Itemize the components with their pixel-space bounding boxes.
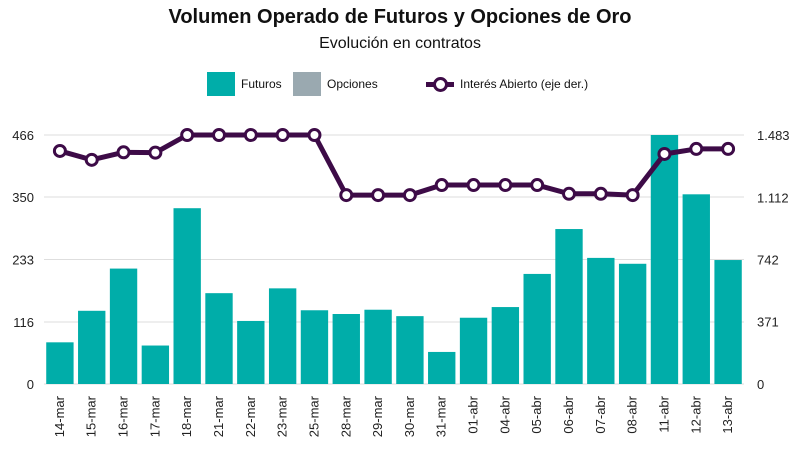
bar-futuros — [173, 208, 201, 384]
legend-swatch-opciones — [293, 72, 321, 96]
y-right-tick-label: 1.483 — [757, 128, 790, 143]
bar-futuros — [428, 351, 456, 384]
bar-futuros — [459, 317, 488, 384]
point-interes-abierto — [402, 188, 417, 203]
x-tick-label: 18-mar — [179, 395, 194, 437]
x-tick-label: 12-abr — [688, 395, 703, 433]
point-interes-abierto — [180, 128, 195, 142]
point-interes-abierto — [657, 146, 672, 161]
x-tick-label: 22-mar — [243, 395, 258, 437]
point-interes-abierto — [498, 178, 513, 193]
bar-futuros — [523, 273, 551, 384]
x-tick-label: 14-mar — [52, 395, 67, 437]
point-interes-abierto — [466, 178, 481, 193]
point-interes-abierto — [52, 143, 67, 158]
bar-futuros — [618, 263, 647, 384]
x-tick-label: 28-mar — [338, 395, 353, 437]
legend-item-futuros: Futuros — [207, 72, 282, 96]
point-interes-abierto — [721, 141, 736, 156]
x-tick-label: 16-mar — [116, 395, 131, 437]
bar-futuros — [237, 320, 265, 384]
point-interes-abierto — [562, 186, 576, 201]
legend-swatch-futuros — [207, 72, 235, 96]
bar-futuros — [396, 316, 424, 384]
bar-futuros — [300, 310, 329, 384]
x-tick-label: 04-abr — [497, 395, 512, 433]
line-interes-abierto — [59, 132, 729, 198]
x-tick-label: 21-mar — [211, 395, 226, 437]
legend: Futuros Opciones Interés Abierto (eje de… — [0, 72, 800, 96]
legend-item-opciones: Opciones — [293, 72, 378, 96]
y-right-tick-label: 1.112 — [757, 190, 789, 205]
point-interes-abierto — [371, 188, 386, 203]
chart-title: Volumen Operado de Futuros y Opciones de… — [168, 6, 632, 28]
point-interes-abierto — [689, 141, 704, 156]
x-tick-label: 29-mar — [370, 395, 385, 437]
legend-line-marker — [426, 72, 454, 96]
bar-futuros — [682, 194, 710, 384]
y-right-tick-label: 371 — [757, 315, 779, 330]
bar-futuros — [587, 257, 615, 384]
bar-futuros — [141, 345, 170, 384]
bar-futuros — [364, 309, 392, 384]
y-left-tick-label: 0 — [27, 377, 34, 392]
x-tick-label: 31-mar — [434, 395, 449, 437]
bar-futuros — [555, 229, 583, 384]
y-left-tick-label: 350 — [12, 190, 34, 205]
bar-futuros — [332, 314, 360, 384]
point-interes-abierto — [625, 188, 640, 203]
point-interes-abierto — [148, 145, 163, 160]
point-interes-abierto — [530, 178, 545, 193]
x-tick-label: 08-abr — [625, 395, 640, 433]
bar-futuros — [78, 310, 106, 384]
x-tick-label: 23-mar — [275, 395, 290, 437]
x-tick-label: 30-mar — [402, 395, 417, 437]
y-right-tick-label: 0 — [757, 377, 764, 392]
x-tick-label: 25-mar — [306, 395, 321, 437]
chart-subtitle: Evolución en contratos — [319, 35, 481, 52]
point-interes-abierto — [434, 178, 449, 193]
legend-label-opciones: Opciones — [327, 77, 378, 91]
bar-futuros — [650, 135, 679, 384]
bar-futuros — [714, 260, 742, 384]
x-tick-label: 01-abr — [466, 395, 481, 433]
x-tick-label: 17-mar — [147, 395, 162, 437]
legend-label-interes-abierto: Interés Abierto (eje der.) — [460, 77, 589, 91]
bar-futuros — [109, 268, 138, 384]
bar-futuros — [491, 307, 520, 384]
point-interes-abierto — [339, 188, 354, 203]
point-interes-abierto — [84, 152, 99, 167]
x-tick-label: 07-abr — [593, 395, 608, 433]
point-interes-abierto — [307, 128, 322, 142]
x-tick-label: 11-abr — [656, 395, 671, 432]
point-interes-abierto — [275, 128, 290, 142]
y-left-tick-label: 466 — [12, 128, 34, 143]
x-tick-label: 05-abr — [529, 395, 544, 433]
point-interes-abierto — [212, 128, 226, 142]
y-left-tick-label: 116 — [13, 315, 34, 330]
point-interes-abierto — [243, 128, 258, 142]
x-tick-label: 06-abr — [561, 395, 576, 433]
y-left-tick-label: 233 — [12, 253, 34, 268]
x-tick-label: 13-abr — [720, 395, 735, 433]
bar-futuros — [46, 342, 74, 384]
point-interes-abierto — [116, 145, 131, 160]
x-tick-label: 15-mar — [84, 395, 99, 437]
legend-label-futuros: Futuros — [241, 77, 282, 91]
bar-futuros — [205, 293, 233, 384]
legend-item-interes-abierto: Interés Abierto (eje der.) — [426, 72, 588, 96]
point-interes-abierto — [593, 186, 608, 201]
y-right-tick-label: 742 — [757, 252, 779, 267]
bar-futuros — [268, 288, 297, 384]
